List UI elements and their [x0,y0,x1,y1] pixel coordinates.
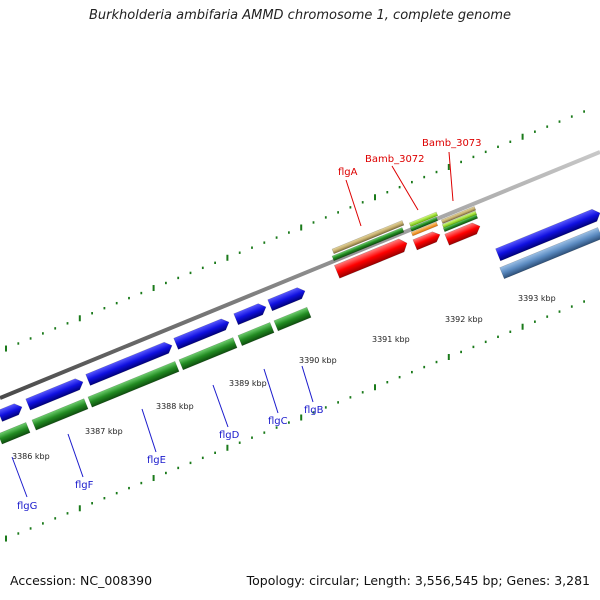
cds-arrow-1-shape[interactable] [0,401,24,422]
gene-label-flgC[interactable]: flgC [268,416,288,427]
gene-arrow-5[interactable] [237,322,275,347]
cds-arrow-3[interactable] [85,340,175,386]
bamb3073-lime-bar-shape[interactable] [441,210,478,229]
gene-arrow-5-shape[interactable] [237,322,275,347]
flgA-tan-bar-shape[interactable] [331,220,405,255]
gene-arrow-1-shape[interactable] [0,422,31,445]
cds-arrow-2-shape[interactable] [25,376,86,411]
bamb3073-gene-bar[interactable] [442,214,479,233]
cds-arrow-5-shape[interactable] [233,301,269,326]
feature-tracks [0,206,600,445]
gene-leader-line [391,165,419,211]
kbp-tick-label: 3387 kbp [85,427,123,436]
feature-labels: 3386 kbp 3387 kbp 3388 kbp 3389 kbp 3390 kbp… [11,138,556,512]
flgA-tan-bar[interactable] [331,220,405,255]
kbp-tick-label: 3386 kbp [12,452,50,461]
bamb3073-tan-bar-shape[interactable] [440,206,477,224]
bamb3073-rna-arrow-shape[interactable] [444,221,483,246]
gene-label-flgB[interactable]: flgB [304,405,324,416]
steel-arrow-right-shape[interactable] [499,227,600,280]
bamb3072-orange-bar[interactable] [410,221,439,237]
gene-arrow-4[interactable] [178,337,238,371]
bamb3073-tan-bar[interactable] [440,206,477,224]
kbp-tick-label: 3390 kbp [299,356,337,365]
gene-label-flgE[interactable]: flgE [147,455,166,466]
gene-arrow-2-shape[interactable] [31,398,89,431]
gene-leader-line [11,456,28,498]
gene-leader-line [212,384,229,428]
gene-leader-line [301,365,314,403]
cds-arrow-5[interactable] [233,301,269,326]
steel-arrow-right[interactable] [499,227,600,280]
bamb3073-gene-bar-shape[interactable] [442,214,479,233]
kbp-tick-label: 3391 kbp [372,335,410,344]
cds-arrow-2[interactable] [25,376,86,411]
gene-arrow-6[interactable] [273,306,312,332]
kbp-tick-label: 3389 kbp [229,379,267,388]
cds-arrow-right-shape[interactable] [495,207,600,262]
flgA-gene-bar-shape[interactable] [331,227,405,262]
bamb3072-rna-arrow-shape[interactable] [412,230,442,251]
gene-label-flgD[interactable]: flgD [219,430,240,441]
kbp-tick-label: 3392 kbp [445,315,483,324]
gene-leader-line [448,151,454,202]
gene-label-bamb-3072[interactable]: Bamb_3072 [365,154,425,165]
kbp-tick-label: 3388 kbp [156,402,194,411]
genome-summary: Topology: circular; Length: 3,556,545 bp… [246,573,590,588]
cds-arrow-4-shape[interactable] [173,317,232,350]
bamb3072-rna-arrow[interactable] [412,230,442,251]
gene-arrow-2[interactable] [31,398,89,431]
gene-arrow-1[interactable] [0,422,31,445]
bamb3072-lime-bar-shape[interactable] [408,211,439,228]
gene-leader-line [67,433,84,478]
bamb3073-rna-arrow[interactable] [444,221,483,246]
gene-leader-line [345,179,362,227]
genome-backbone [0,150,600,400]
gene-arrow-3-shape[interactable] [87,361,180,408]
gene-arrow-3[interactable] [87,361,180,408]
gene-arrow-4-shape[interactable] [178,337,238,371]
bamb3072-lime-bar[interactable] [408,211,439,228]
flgA-rna-arrow-shape[interactable] [334,237,409,279]
accession-text: Accession: NC_008390 [10,573,153,588]
gene-leader-line [141,408,157,453]
gene-leader-line [263,368,279,414]
bamb3073-lime-bar[interactable] [441,210,478,229]
cds-arrow-1[interactable] [0,401,24,422]
cds-arrow-4[interactable] [173,317,232,350]
cds-arrow-right[interactable] [495,207,600,262]
cds-arrow-6-shape[interactable] [267,285,308,312]
genome-title: Burkholderia ambifaria AMMD chromosome 1… [88,8,512,23]
kbp-tick-label: 3393 kbp [518,294,556,303]
gene-arrow-6-shape[interactable] [273,306,312,332]
ruler-ticks [5,110,585,542]
cds-arrow-3-shape[interactable] [85,340,175,386]
gene-label-flga[interactable]: flgA [338,167,358,178]
cds-arrow-6[interactable] [267,285,308,312]
gene-label-flgF[interactable]: flgF [75,480,94,491]
flgA-rna-arrow[interactable] [334,237,409,279]
backbone-line [0,150,600,400]
bamb3072-gene-bar[interactable] [409,216,439,232]
flgA-gene-bar[interactable] [331,227,405,262]
gene-label-bamb-3073[interactable]: Bamb_3073 [422,138,482,149]
gene-label-flgG[interactable]: flgG [17,501,37,512]
bamb3072-orange-bar-shape[interactable] [410,221,439,237]
bamb3072-gene-bar-shape[interactable] [409,216,439,232]
